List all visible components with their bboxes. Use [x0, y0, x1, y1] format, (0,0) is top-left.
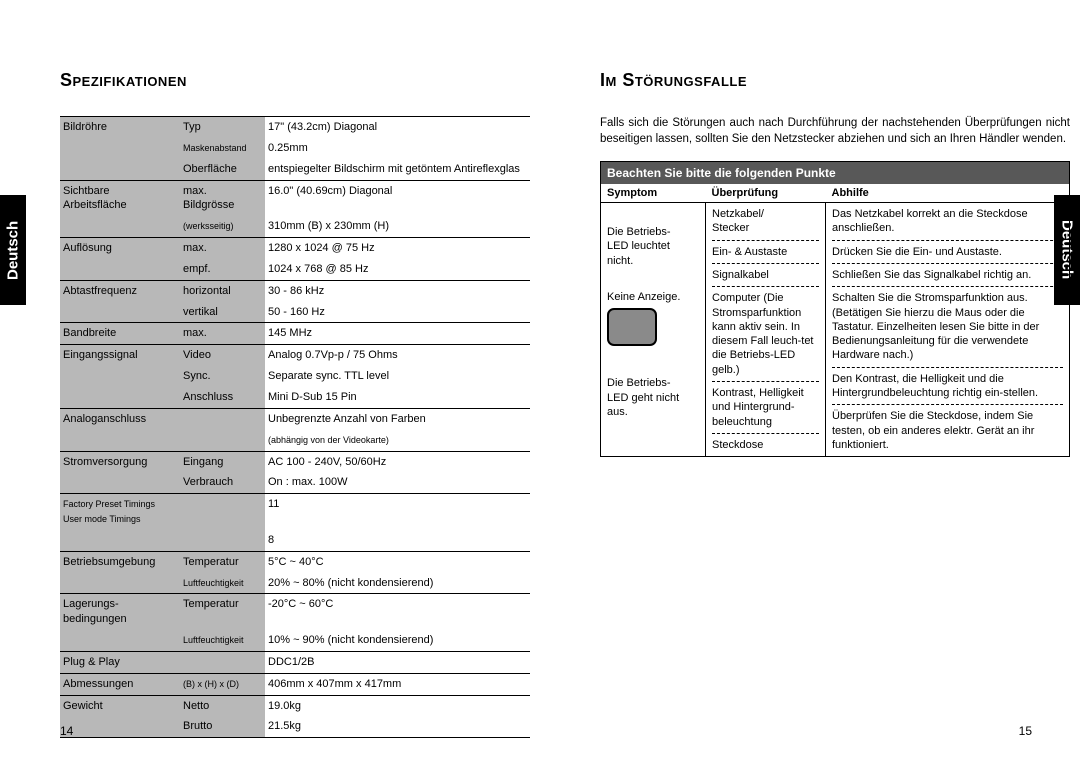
intro-text: Falls sich die Störungen auch nach Durch…	[600, 116, 1070, 147]
specifications-table: BildröhreTyp17" (43.2cm) DiagonalMaskena…	[60, 116, 530, 738]
col-remedy: Abhilfe	[826, 184, 1070, 203]
symptom-cell: Die Betriebs-LED leuchtetnicht.Keine Anz…	[601, 203, 706, 457]
heading-stoerungsfalle: Im Störungsfalle	[600, 70, 1070, 91]
troubleshooting-table: Beachten Sie bitte die folgenden Punkte …	[600, 161, 1070, 457]
page-number-left: 14	[60, 724, 73, 738]
check-cell: Netzkabel/SteckerEin- & AustasteSignalka…	[706, 203, 826, 457]
ts-title: Beachten Sie bitte die folgenden Punkte	[601, 162, 1070, 185]
page-number-right: 15	[1019, 724, 1032, 738]
col-symptom: Symptom	[601, 184, 706, 203]
monitor-icon	[607, 308, 657, 346]
heading-spezifikationen: Spezifikationen	[60, 70, 530, 91]
col-check: Überprüfung	[706, 184, 826, 203]
page-troubleshooting: Im Störungsfalle Falls sich die Störunge…	[600, 70, 1070, 457]
page-specifications: Spezifikationen BildröhreTyp17" (43.2cm)…	[60, 70, 530, 738]
remedy-cell: Das Netzkabel korrekt an die Steckdose a…	[826, 203, 1070, 457]
language-tab-left: Deutsch	[0, 195, 26, 305]
